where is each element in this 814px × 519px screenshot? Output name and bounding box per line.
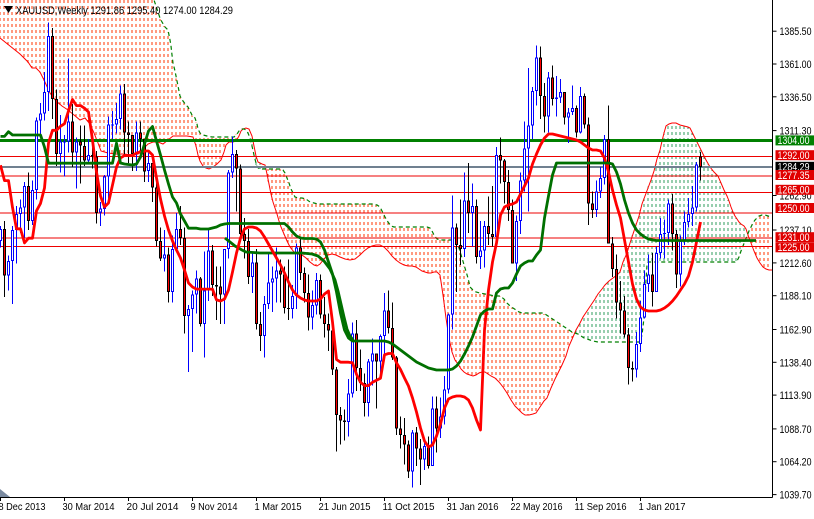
svg-text:1250.00: 1250.00	[778, 203, 810, 215]
svg-text:1 Mar 2015: 1 Mar 2015	[255, 501, 302, 513]
svg-text:8 Dec 2013: 8 Dec 2013	[0, 501, 46, 513]
svg-text:1162.90: 1162.90	[780, 325, 812, 337]
svg-text:1304.00: 1304.00	[778, 135, 810, 147]
svg-text:1361.00: 1361.00	[780, 59, 812, 71]
svg-text:20 Jul 2014: 20 Jul 2014	[127, 501, 179, 513]
svg-text:1 Jan 2017: 1 Jan 2017	[639, 501, 686, 513]
svg-text:31 Jan 2016: 31 Jan 2016	[447, 501, 499, 513]
svg-text:1277.35: 1277.35	[778, 170, 810, 182]
svg-text:1336.50: 1336.50	[780, 92, 812, 104]
svg-text:1212.60: 1212.60	[780, 258, 812, 270]
svg-text:1292.00: 1292.00	[778, 150, 810, 162]
svg-text:1138.40: 1138.40	[780, 357, 812, 369]
svg-text:1188.10: 1188.10	[780, 291, 812, 303]
svg-text:1039.70: 1039.70	[780, 490, 812, 502]
svg-text:21 Jun 2015: 21 Jun 2015	[319, 501, 371, 513]
svg-text:1265.00: 1265.00	[778, 185, 810, 197]
svg-text:30 Mar 2014: 30 Mar 2014	[63, 501, 115, 513]
svg-text:1113.90: 1113.90	[780, 390, 812, 402]
svg-text:22 May 2016: 22 May 2016	[511, 501, 563, 513]
svg-text:1088.70: 1088.70	[780, 424, 812, 436]
svg-text:11 Oct 2015: 11 Oct 2015	[383, 501, 435, 513]
svg-text:XAUUSD,Weekly 1291.86 1295.40: XAUUSD,Weekly 1291.86 1295.40 1274.00 12…	[16, 5, 233, 17]
svg-text:11 Sep 2016: 11 Sep 2016	[575, 501, 627, 513]
svg-text:1225.00: 1225.00	[778, 242, 810, 254]
svg-text:9 Nov 2014: 9 Nov 2014	[191, 501, 238, 513]
svg-text:1385.50: 1385.50	[780, 26, 812, 38]
svg-text:1064.20: 1064.20	[780, 457, 812, 469]
